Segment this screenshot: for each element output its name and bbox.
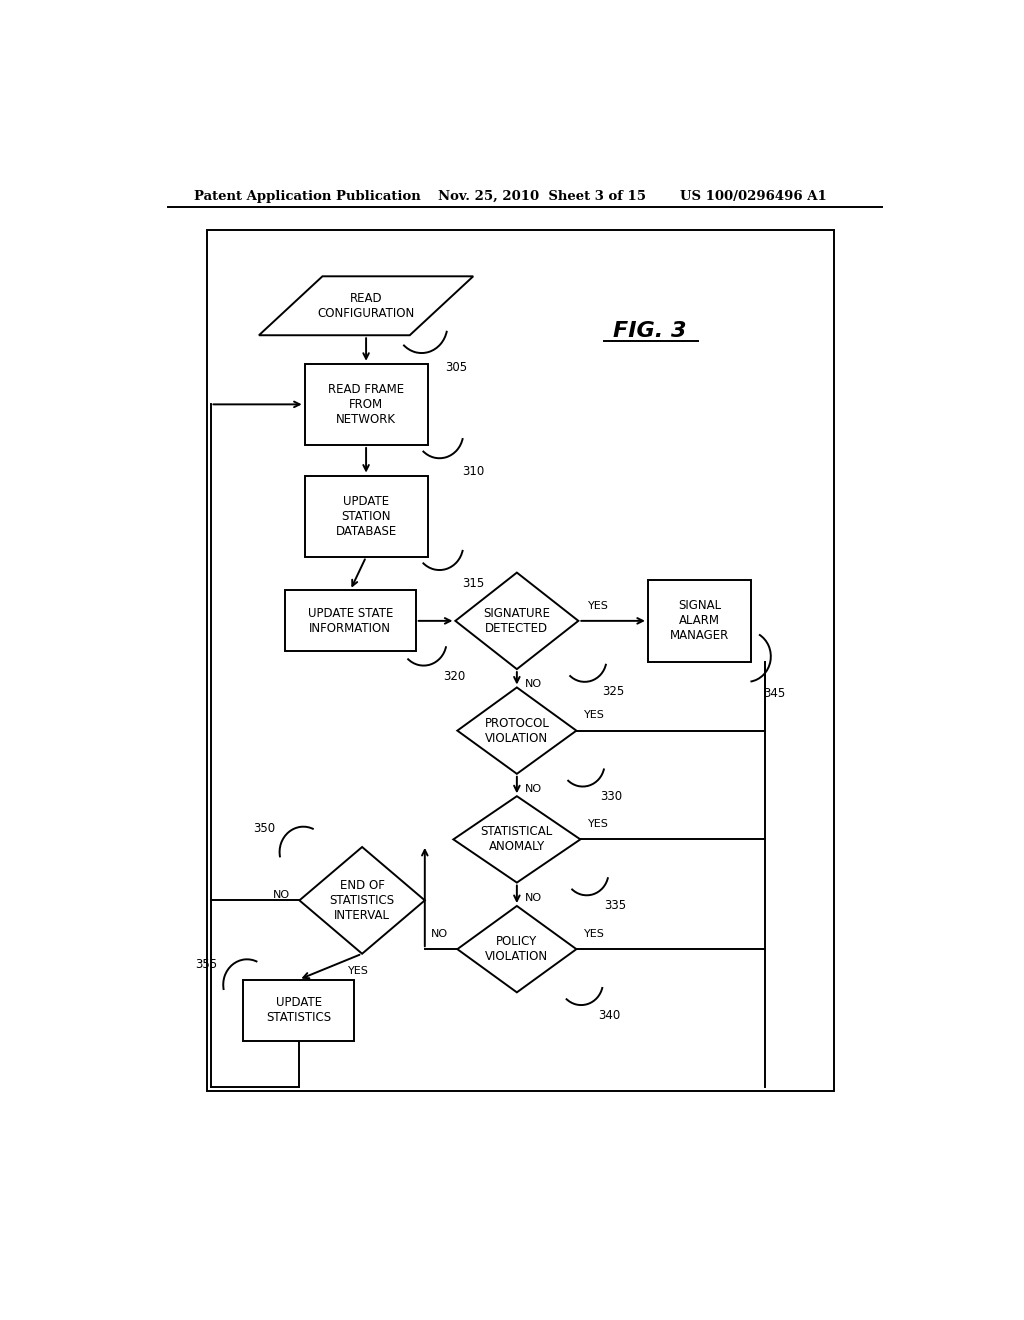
Text: 305: 305 xyxy=(445,360,468,374)
Text: UPDATE STATE
INFORMATION: UPDATE STATE INFORMATION xyxy=(307,607,393,635)
Text: PROTOCOL
VIOLATION: PROTOCOL VIOLATION xyxy=(484,717,549,744)
Text: SIGNATURE
DETECTED: SIGNATURE DETECTED xyxy=(483,607,550,635)
FancyBboxPatch shape xyxy=(285,590,416,651)
Text: 320: 320 xyxy=(443,669,466,682)
Polygon shape xyxy=(458,688,577,774)
Text: NO: NO xyxy=(524,784,542,795)
Text: UPDATE
STATISTICS: UPDATE STATISTICS xyxy=(266,997,331,1024)
Text: 350: 350 xyxy=(253,822,275,836)
FancyBboxPatch shape xyxy=(304,475,428,557)
Text: 325: 325 xyxy=(602,685,625,698)
Polygon shape xyxy=(454,796,581,883)
Text: SIGNAL
ALARM
MANAGER: SIGNAL ALARM MANAGER xyxy=(670,599,729,643)
Text: 330: 330 xyxy=(600,791,623,803)
Text: Nov. 25, 2010  Sheet 3 of 15: Nov. 25, 2010 Sheet 3 of 15 xyxy=(437,190,645,202)
FancyBboxPatch shape xyxy=(243,979,354,1040)
Text: YES: YES xyxy=(588,820,609,829)
FancyBboxPatch shape xyxy=(304,364,428,445)
Text: 340: 340 xyxy=(599,1008,621,1022)
Polygon shape xyxy=(299,847,425,954)
Text: YES: YES xyxy=(588,601,608,611)
FancyBboxPatch shape xyxy=(648,581,751,661)
Text: 355: 355 xyxy=(196,958,217,972)
Text: YES: YES xyxy=(585,929,605,939)
Text: Patent Application Publication: Patent Application Publication xyxy=(194,190,421,202)
Text: UPDATE
STATION
DATABASE: UPDATE STATION DATABASE xyxy=(336,495,396,537)
Text: 310: 310 xyxy=(462,466,484,478)
Text: 315: 315 xyxy=(462,577,484,590)
Text: US 100/0296496 A1: US 100/0296496 A1 xyxy=(680,190,826,202)
Text: STATISTICAL
ANOMALY: STATISTICAL ANOMALY xyxy=(480,825,553,854)
Polygon shape xyxy=(259,276,473,335)
Text: 345: 345 xyxy=(763,686,785,700)
Text: POLICY
VIOLATION: POLICY VIOLATION xyxy=(485,935,549,964)
Text: 335: 335 xyxy=(604,899,627,912)
Text: END OF
STATISTICS
INTERVAL: END OF STATISTICS INTERVAL xyxy=(330,879,394,921)
Text: READ
CONFIGURATION: READ CONFIGURATION xyxy=(317,292,415,319)
Text: YES: YES xyxy=(348,966,369,975)
Text: NO: NO xyxy=(431,929,447,939)
Text: NO: NO xyxy=(524,892,542,903)
Polygon shape xyxy=(456,573,579,669)
Text: YES: YES xyxy=(585,710,605,721)
Polygon shape xyxy=(458,906,577,993)
Text: NO: NO xyxy=(272,890,290,900)
Text: NO: NO xyxy=(524,680,542,689)
Text: READ FRAME
FROM
NETWORK: READ FRAME FROM NETWORK xyxy=(328,383,404,426)
Text: FIG. 3: FIG. 3 xyxy=(613,321,687,341)
